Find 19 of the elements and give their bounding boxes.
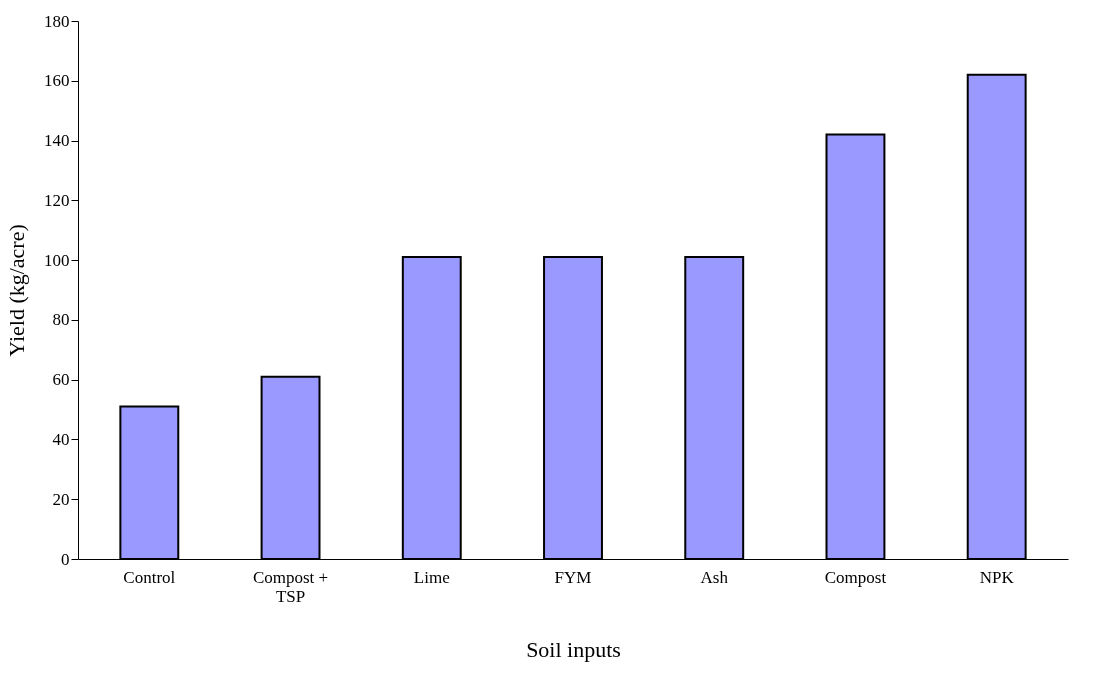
- y-axis-title: Yield (kg/acre): [4, 224, 29, 357]
- y-tick-label: 60: [52, 370, 70, 390]
- y-tick-label: 160: [44, 71, 70, 91]
- y-tick-label: 140: [44, 131, 70, 151]
- y-tick-label: 120: [44, 190, 70, 210]
- y-tick-label: 80: [52, 310, 70, 330]
- y-tick-label: 0: [61, 549, 70, 569]
- y-tick-label: 100: [44, 250, 70, 270]
- y-tick-label: 180: [44, 11, 70, 31]
- x-tick-label: Compost: [824, 567, 887, 587]
- x-tick-label: Control: [123, 567, 176, 587]
- y-tick-label: 20: [52, 489, 70, 509]
- x-tick-label: NPK: [979, 567, 1015, 587]
- y-tick-label: 40: [52, 429, 70, 449]
- x-tick-label: FYM: [554, 567, 592, 587]
- x-axis-title: Soil inputs: [526, 636, 621, 662]
- x-tick-label: Lime: [413, 567, 450, 587]
- x-tick-label: Ash: [700, 567, 729, 587]
- x-tick-label: Compost + TSP: [252, 567, 329, 606]
